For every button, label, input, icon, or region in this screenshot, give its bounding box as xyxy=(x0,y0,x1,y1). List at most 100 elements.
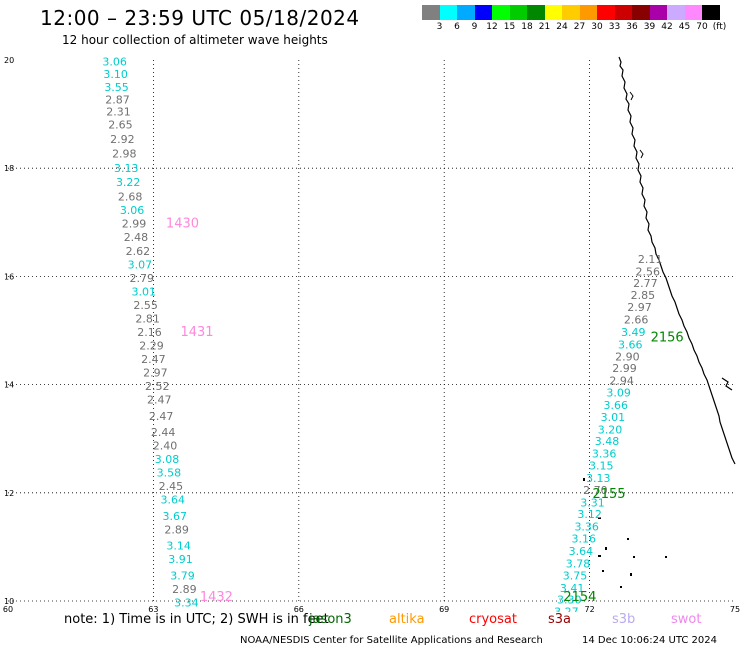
colorbar-swatch xyxy=(527,5,545,20)
swh-value-label: 2.90 xyxy=(615,350,640,363)
swh-value-label: 2.92 xyxy=(110,133,135,146)
colorbar-label: 15 xyxy=(503,22,516,32)
swh-value-label: 2.55 xyxy=(133,299,158,312)
y-tick-label: 14 xyxy=(4,381,14,390)
swh-value-label: 2.94 xyxy=(609,375,634,388)
swh-value-label: 3.36 xyxy=(592,448,617,461)
colorbar-swatch xyxy=(492,5,510,20)
swh-value-label: 2.62 xyxy=(126,245,151,258)
footer-timestamp: 14 Dec 10:06:24 UTC 2024 xyxy=(582,635,717,646)
chart-title: 12:00 – 23:59 UTC 05/18/2024 xyxy=(40,6,360,30)
swh-value-label: 3.64 xyxy=(161,494,186,507)
swh-value-label: 2.56 xyxy=(636,265,661,278)
y-tick-label: 16 xyxy=(4,272,14,281)
colorbar-swatch xyxy=(457,5,475,20)
swh-value-label: 3.12 xyxy=(577,508,602,521)
swh-value-label: 3.66 xyxy=(604,399,629,412)
y-tick-label: 12 xyxy=(4,489,14,498)
colorbar-label: 45 xyxy=(678,22,691,32)
swh-value-label: 2.98 xyxy=(112,147,137,160)
colorbar-swatch xyxy=(579,5,597,20)
swh-value-label: 3.66 xyxy=(618,338,643,351)
colorbar-label: 18 xyxy=(521,22,533,32)
satellite-legend-s3a: s3a xyxy=(548,612,572,627)
swh-value-label: 3.58 xyxy=(157,467,182,480)
swh-value-label: 2.97 xyxy=(143,366,168,379)
swh-value-label: 3.20 xyxy=(598,423,623,436)
colorbar-swatch xyxy=(509,5,527,20)
swh-value-label: 2.65 xyxy=(108,119,133,132)
colorbar-label: 30 xyxy=(591,22,603,32)
swh-value-label: 2.47 xyxy=(141,353,166,366)
swh-value-label: 3.48 xyxy=(595,435,620,448)
swh-value-label: 2.29 xyxy=(139,339,164,352)
track-time-label: 1432 xyxy=(200,590,233,605)
colorbar-swatch xyxy=(684,5,702,20)
colorbar-label: 12 xyxy=(486,22,498,32)
swh-value-label: 3.13 xyxy=(586,472,611,485)
swh-value-label: 2.47 xyxy=(149,410,174,423)
swh-value-label: 3.01 xyxy=(131,285,156,298)
x-tick-label: 69 xyxy=(439,605,449,612)
swh-value-label: 3.67 xyxy=(162,510,187,523)
swh-value-label: 3.13 xyxy=(114,162,139,175)
colorbar-swatch xyxy=(422,5,440,20)
coast-inlet-1 xyxy=(629,91,634,101)
swh-value-label: 3.49 xyxy=(621,326,646,339)
x-tick-label: 75 xyxy=(730,605,740,612)
swh-value-label: 3.31 xyxy=(580,496,605,509)
swh-value-label: 2.70 xyxy=(583,484,608,497)
swh-value-label: 2.11 xyxy=(638,253,663,266)
colorbar-label: 27 xyxy=(573,22,586,32)
colorbar-swatch xyxy=(474,5,492,20)
swh-value-label: 2.40 xyxy=(153,440,178,453)
swh-value-label: 2.79 xyxy=(130,272,155,285)
swh-value-label: 3.06 xyxy=(120,204,145,217)
swh-value-label: 3.09 xyxy=(606,387,631,400)
swh-value-label: 3.06 xyxy=(102,55,127,68)
colorbar-label: 33 xyxy=(608,22,621,32)
colorbar-swatch xyxy=(702,5,720,20)
swh-value-label: 3.91 xyxy=(168,553,193,566)
colorbar-swatch xyxy=(614,5,632,20)
y-tick-label: 20 xyxy=(4,56,14,65)
x-tick-label: 60 xyxy=(3,605,13,612)
colorbar-swatch xyxy=(632,5,650,20)
swh-value-label: 3.36 xyxy=(574,521,599,534)
swh-value-label: 2.85 xyxy=(631,289,656,302)
colorbar-label: 21 xyxy=(538,22,551,32)
colorbar-label: 24 xyxy=(556,22,568,32)
satellite-legend-cryosat: cryosat xyxy=(469,612,517,627)
y-tick-label: 18 xyxy=(4,164,14,173)
swh-value-label: 3.08 xyxy=(155,453,180,466)
altimeter-tracks: 3.063.103.552.872.312.652.922.983.133.22… xyxy=(102,55,683,612)
colorbar-swatch xyxy=(562,5,580,20)
swh-value-label: 3.41 xyxy=(560,582,585,595)
swh-value-label: 2.45 xyxy=(159,480,184,493)
swh-value-label: 2.89 xyxy=(164,523,189,536)
x-tick-label: 66 xyxy=(294,605,304,612)
satellite-legend-swot: swot xyxy=(671,612,702,627)
colorbar-swatch xyxy=(544,5,562,20)
track-time-label: 2154 xyxy=(563,590,596,605)
colorbar-label: 42 xyxy=(661,22,673,32)
note-text: note: 1) Time is in UTC; 2) SWH is in fe… xyxy=(64,612,329,627)
swh-value-label: 2.44 xyxy=(151,426,176,439)
swh-value-label: 3.15 xyxy=(589,460,614,473)
swh-value-label: 3.16 xyxy=(572,533,597,546)
satellite-legend-s3b: s3b xyxy=(612,612,636,627)
colorbar-label: 6 xyxy=(454,22,460,32)
colorbar-label: (ft) xyxy=(712,22,727,32)
footer-credit: NOAA/NESDIS Center for Satellite Applica… xyxy=(240,635,543,646)
swh-value-label: 2.97 xyxy=(627,301,652,314)
swh-value-label: 2.99 xyxy=(122,218,147,231)
x-tick-label: 63 xyxy=(148,605,158,612)
swh-value-label: 2.66 xyxy=(624,313,649,326)
swh-value-label: 3.27 xyxy=(554,606,579,612)
track-time-label: 2156 xyxy=(651,330,684,345)
swh-value-label: 3.75 xyxy=(563,569,588,582)
swh-value-label: 2.68 xyxy=(118,191,143,204)
swh-value-label: 3.78 xyxy=(566,557,591,570)
swh-value-label: 3.14 xyxy=(166,540,191,553)
